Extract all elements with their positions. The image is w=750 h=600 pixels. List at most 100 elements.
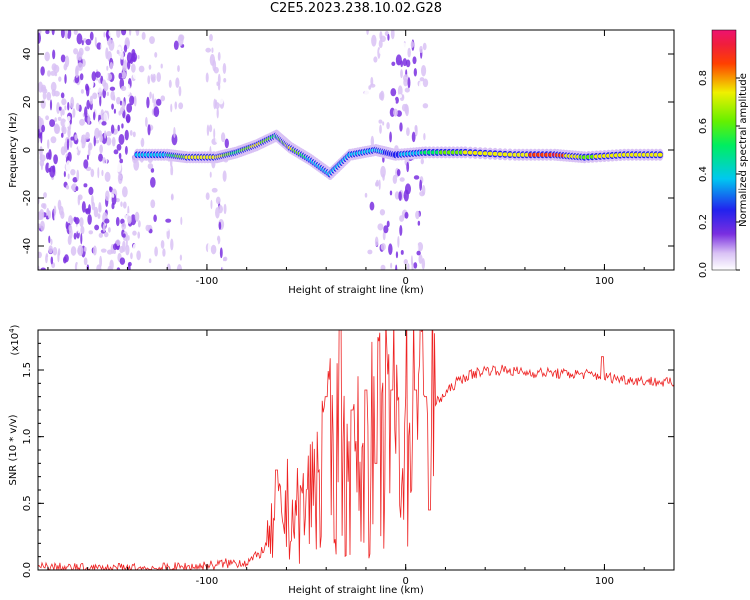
- speckle: [114, 90, 121, 98]
- speckle: [53, 205, 57, 216]
- ridge-core: [502, 152, 508, 157]
- speckle: [133, 95, 137, 107]
- speckle: [64, 74, 67, 84]
- speckle: [73, 232, 77, 240]
- speckle: [119, 174, 122, 180]
- speckle: [150, 199, 156, 209]
- speckle: [45, 152, 50, 160]
- speckle: [121, 123, 124, 129]
- speckle: [102, 223, 106, 233]
- speckle: [205, 47, 212, 53]
- speckle: [120, 50, 124, 60]
- speckle: [104, 171, 111, 182]
- speckle: [81, 201, 86, 213]
- speckle: [399, 177, 405, 182]
- speckle: [209, 171, 212, 178]
- speckle: [165, 218, 172, 223]
- speckle: [374, 236, 379, 247]
- speckle: [415, 166, 419, 172]
- speckle: [73, 30, 78, 35]
- snr-line: [38, 330, 674, 570]
- speckle: [64, 55, 70, 68]
- speckle: [91, 71, 97, 82]
- speckle: [108, 30, 113, 37]
- speckle: [75, 102, 80, 111]
- speckle: [76, 33, 83, 45]
- speckle: [134, 211, 140, 222]
- speckle: [222, 62, 227, 75]
- ridge-core: [462, 150, 468, 155]
- speckle: [83, 257, 88, 266]
- speckle: [121, 208, 127, 215]
- speckle: [88, 142, 92, 150]
- x-tick-label: 0: [403, 276, 409, 287]
- speckle: [45, 30, 50, 35]
- speckle: [46, 91, 52, 101]
- speckle: [137, 54, 140, 60]
- speckle: [150, 177, 156, 188]
- speckle: [150, 72, 156, 81]
- speckle: [386, 194, 389, 200]
- speckle: [402, 58, 407, 67]
- speckle: [216, 81, 219, 86]
- speckle: [167, 182, 172, 189]
- speckle: [40, 267, 46, 270]
- colorbar-tick-label: 0.8: [698, 70, 709, 86]
- speckle: [106, 249, 113, 255]
- speckle: [404, 211, 409, 219]
- speckle: [222, 261, 228, 270]
- speckle: [48, 229, 53, 237]
- speckle: [172, 240, 179, 247]
- speckle: [76, 51, 83, 61]
- speckle: [383, 225, 389, 234]
- speckle: [94, 224, 100, 231]
- speckle: [149, 91, 152, 99]
- speckle: [60, 54, 66, 63]
- speckle: [121, 30, 127, 36]
- speckle: [395, 251, 399, 259]
- x-tick-label: 100: [595, 276, 614, 287]
- speckle: [407, 47, 411, 58]
- speckle: [131, 48, 136, 58]
- speckle: [80, 89, 84, 94]
- speckle: [390, 204, 396, 209]
- ridge-core: [657, 152, 663, 157]
- speckle: [177, 65, 180, 72]
- speckle: [173, 126, 176, 139]
- y-tick-label: 0.0: [22, 562, 33, 578]
- speckle: [100, 42, 103, 52]
- speckle: [53, 154, 58, 165]
- speckle: [420, 64, 427, 77]
- speckle: [74, 134, 78, 141]
- speckle: [178, 102, 184, 110]
- speckle: [50, 136, 57, 144]
- speckle: [160, 63, 163, 69]
- speckle: [382, 230, 386, 241]
- speckle: [88, 186, 94, 196]
- speckle: [223, 256, 228, 262]
- speckle: [398, 94, 402, 99]
- speckle: [135, 30, 140, 36]
- speckle: [171, 133, 178, 146]
- speckle: [177, 34, 184, 46]
- speckle: [390, 30, 395, 40]
- speckle: [68, 215, 73, 226]
- speckle: [115, 216, 120, 227]
- speckle: [75, 186, 79, 192]
- speckle: [92, 92, 98, 100]
- speckle: [100, 248, 107, 253]
- speckle: [407, 263, 410, 270]
- colorbar-tick-label: 0.0: [698, 262, 709, 278]
- speckle: [98, 91, 103, 99]
- speckle: [94, 36, 97, 47]
- speckle: [39, 146, 43, 157]
- speckle: [74, 74, 80, 84]
- speckle: [130, 252, 133, 260]
- speckle: [66, 115, 71, 122]
- speckle: [65, 160, 72, 173]
- speckle: [386, 122, 390, 130]
- speckle: [210, 199, 213, 210]
- speckle: [77, 141, 82, 151]
- speckle: [93, 206, 99, 218]
- speckle: [39, 154, 46, 162]
